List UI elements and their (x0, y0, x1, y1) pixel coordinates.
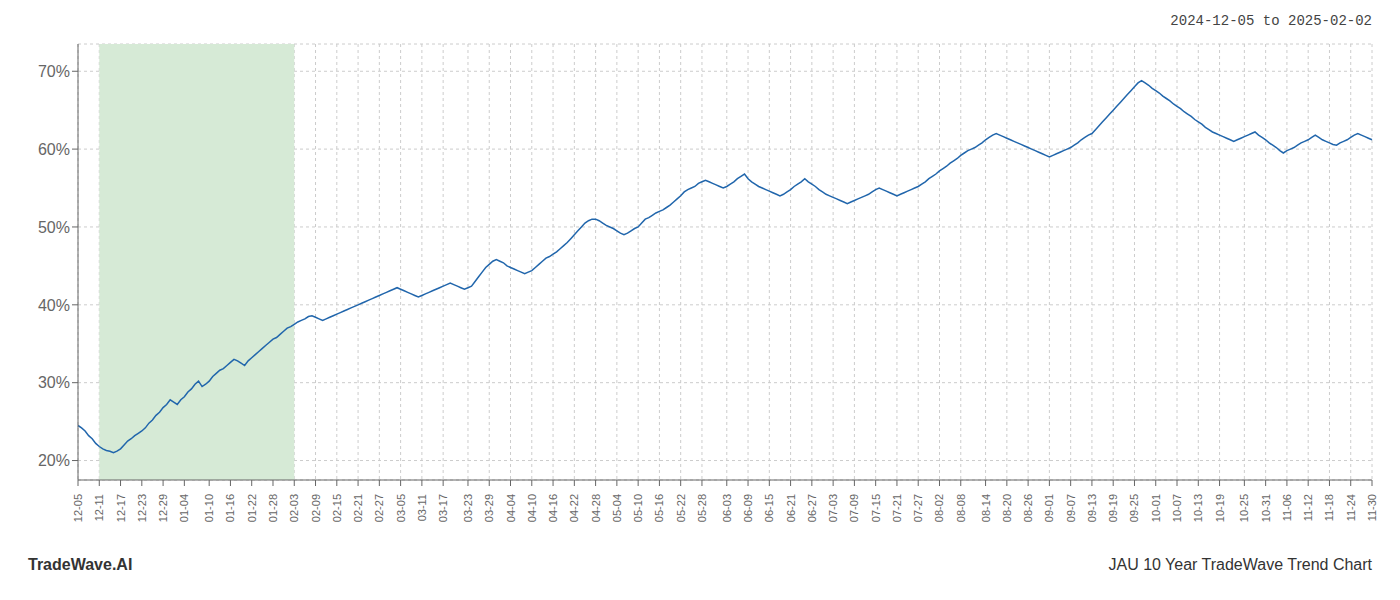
svg-text:06-21: 06-21 (785, 494, 797, 522)
svg-text:09-01: 09-01 (1043, 494, 1055, 522)
svg-text:05-10: 05-10 (632, 494, 644, 522)
svg-text:01-22: 01-22 (246, 494, 258, 522)
svg-text:05-22: 05-22 (675, 494, 687, 522)
svg-text:06-03: 06-03 (721, 494, 733, 522)
svg-text:11-18: 11-18 (1323, 494, 1335, 521)
svg-text:02-15: 02-15 (331, 494, 343, 522)
svg-text:12-29: 12-29 (157, 494, 169, 522)
svg-text:09-25: 09-25 (1128, 494, 1140, 522)
svg-text:07-21: 07-21 (891, 494, 903, 522)
svg-text:03-05: 03-05 (395, 494, 407, 522)
svg-text:08-14: 08-14 (980, 494, 992, 522)
svg-text:09-07: 09-07 (1065, 494, 1077, 522)
svg-text:10-31: 10-31 (1260, 494, 1272, 522)
svg-text:70%: 70% (38, 63, 70, 80)
svg-text:01-10: 01-10 (203, 494, 215, 522)
svg-text:05-28: 05-28 (696, 494, 708, 522)
svg-text:06-09: 06-09 (742, 494, 754, 522)
svg-text:09-19: 09-19 (1107, 494, 1119, 522)
svg-text:60%: 60% (38, 141, 70, 158)
html-text:TradeWave.AI: TradeWave.AI (28, 556, 133, 573)
svg-text:12-17: 12-17 (115, 494, 127, 522)
svg-text:10-19: 10-19 (1214, 494, 1226, 522)
svg-text:12-11: 12-11 (93, 494, 105, 521)
svg-text:02-03: 02-03 (288, 494, 300, 522)
svg-text:01-04: 01-04 (178, 494, 190, 522)
svg-text:03-23: 03-23 (462, 494, 474, 522)
svg-text:11-06: 11-06 (1281, 494, 1293, 521)
svg-text:40%: 40% (38, 297, 70, 314)
svg-text:02-21: 02-21 (352, 494, 364, 522)
svg-text:50%: 50% (38, 219, 70, 236)
svg-text:05-16: 05-16 (653, 494, 665, 522)
svg-text:20%: 20% (38, 452, 70, 469)
svg-text:08-20: 08-20 (1001, 494, 1013, 522)
svg-text:11-24: 11-24 (1345, 494, 1357, 521)
svg-text:01-28: 01-28 (267, 494, 279, 522)
svg-text:08-08: 08-08 (955, 494, 967, 522)
svg-text:04-22: 04-22 (568, 494, 580, 522)
svg-text:04-10: 04-10 (526, 494, 538, 522)
svg-text:07-03: 07-03 (827, 494, 839, 522)
svg-text:12-05: 12-05 (72, 494, 84, 522)
svg-text:03-29: 03-29 (483, 494, 495, 522)
svg-text:10-13: 10-13 (1192, 494, 1204, 522)
svg-text:04-16: 04-16 (547, 494, 559, 522)
svg-text:07-09: 07-09 (848, 494, 860, 522)
svg-text:01-16: 01-16 (224, 494, 236, 522)
svg-text:10-01: 10-01 (1150, 494, 1162, 522)
svg-text:08-02: 08-02 (933, 494, 945, 522)
svg-text:03-17: 03-17 (437, 494, 449, 522)
html-text:2024-12-05 to 2025-02-02: 2024-12-05 to 2025-02-02 (1170, 13, 1372, 29)
svg-text:06-27: 06-27 (806, 494, 818, 522)
svg-text:07-15: 07-15 (870, 494, 882, 522)
svg-text:09-13: 09-13 (1086, 494, 1098, 522)
svg-text:04-28: 04-28 (590, 494, 602, 522)
svg-text:08-26: 08-26 (1022, 494, 1034, 522)
html-text:JAU 10 Year TradeWave Trend Ch: JAU 10 Year TradeWave Trend Chart (1108, 556, 1372, 573)
svg-text:10-07: 10-07 (1171, 494, 1183, 522)
svg-text:07-27: 07-27 (912, 494, 924, 522)
svg-text:12-23: 12-23 (136, 494, 148, 522)
svg-text:02-09: 02-09 (310, 494, 322, 522)
svg-text:04-04: 04-04 (505, 494, 517, 522)
svg-text:05-04: 05-04 (611, 494, 623, 522)
svg-text:02-27: 02-27 (373, 494, 385, 522)
svg-text:03-11: 03-11 (416, 494, 428, 521)
svg-text:30%: 30% (38, 374, 70, 391)
svg-text:11-30: 11-30 (1366, 494, 1378, 521)
svg-text:11-12: 11-12 (1302, 494, 1314, 521)
svg-text:10-25: 10-25 (1238, 494, 1250, 522)
svg-text:06-15: 06-15 (763, 494, 775, 522)
